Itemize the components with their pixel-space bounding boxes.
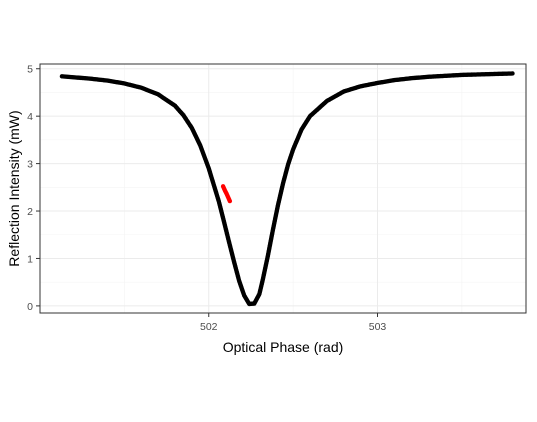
y-tick-label: 1 — [27, 253, 33, 265]
y-tick-label: 5 — [27, 64, 33, 76]
y-tick-label: 2 — [27, 206, 33, 218]
y-axis-ticks: 0 1 2 3 4 5 — [27, 64, 40, 313]
x-tick-label: 502 — [200, 321, 218, 333]
y-tick-label: 0 — [27, 301, 33, 313]
y-tick-label: 4 — [27, 111, 33, 123]
x-axis-ticks: 502 503 — [200, 313, 386, 333]
x-tick-label: 503 — [369, 321, 387, 333]
x-axis-title: Optical Phase (rad) — [223, 339, 344, 355]
data-point — [510, 71, 515, 76]
plot-panel-border — [39, 63, 527, 314]
y-axis-title: Reflection Intensity (mW) — [6, 110, 22, 266]
highlighted-data-point — [227, 198, 233, 204]
data-points — [59, 71, 515, 307]
y-tick-label: 3 — [27, 159, 33, 171]
major-gridlines — [40, 64, 526, 313]
